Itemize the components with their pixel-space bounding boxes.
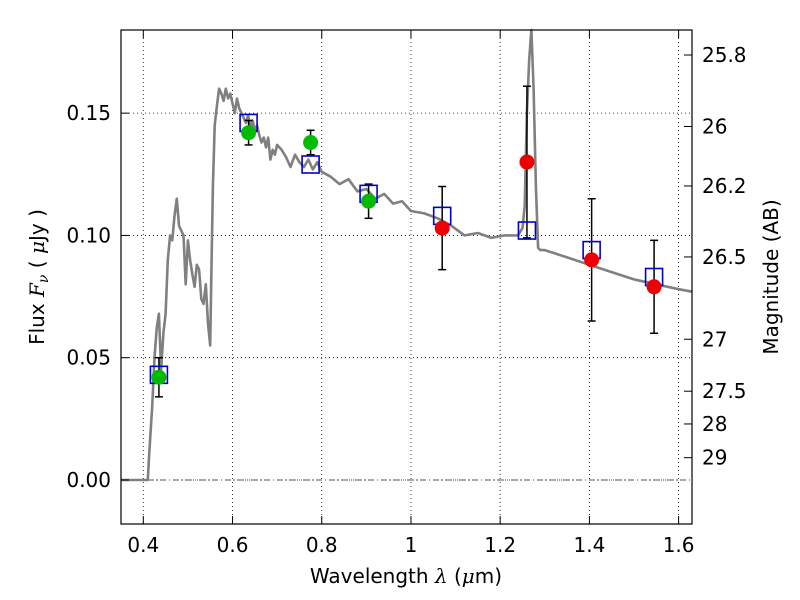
nir-flux-point	[584, 252, 600, 268]
series-layer	[121, 28, 693, 482]
model-photometry-square	[301, 155, 320, 174]
x-tick-label: 1.6	[663, 533, 695, 557]
nir-flux-point	[519, 154, 535, 170]
nir-flux-point	[434, 220, 450, 236]
y2-tick-label: 29	[702, 446, 727, 470]
y2-axis-title: Magnitude (AB)	[759, 199, 783, 354]
y2-tick-label: 26.2	[702, 174, 747, 198]
y-tick-label: 0.10	[66, 223, 111, 247]
x-tick-label: 1.4	[573, 533, 605, 557]
y-tick-label: 0.00	[66, 468, 111, 492]
plot-background	[121, 30, 692, 524]
y-axis-title: Flux Fν ( μJy )	[25, 209, 52, 345]
x-tick-label: 0.6	[217, 533, 249, 557]
x-tick-label: 1	[405, 533, 418, 557]
y2-tick-label: 26	[702, 114, 727, 138]
x-tick-label: 1.2	[484, 533, 516, 557]
model-photometry-square	[517, 221, 537, 240]
optical-flux-point	[303, 134, 319, 150]
optical-flux-point	[151, 369, 167, 385]
x-tick-label: 0.8	[306, 533, 338, 557]
grid-layer	[121, 30, 692, 524]
y-tick-label: 0.05	[66, 346, 111, 370]
model-spectrum-line	[121, 28, 693, 482]
nir-flux-point	[646, 279, 662, 295]
optical-flux-point	[241, 125, 257, 141]
x-axis-title: Wavelength λ (μm)	[310, 564, 502, 588]
y2-tick-label: 27.5	[702, 379, 747, 403]
y2-tick-label: 27	[702, 327, 727, 351]
optical-flux-point	[361, 193, 377, 209]
x-tick-label: 0.4	[127, 533, 159, 557]
y2-tick-label: 28	[702, 412, 727, 436]
y2-tick-label: 26.5	[702, 245, 747, 269]
tick-layer: 0.4 0.6 0.8 1 1.2 1.4 1.6 0.00 0.05 0.10 0.15 25.8 2…	[66, 30, 747, 557]
y-tick-label: 0.15	[66, 101, 111, 125]
y2-tick-label: 25.8	[702, 43, 747, 67]
plot-frame	[120, 29, 693, 525]
